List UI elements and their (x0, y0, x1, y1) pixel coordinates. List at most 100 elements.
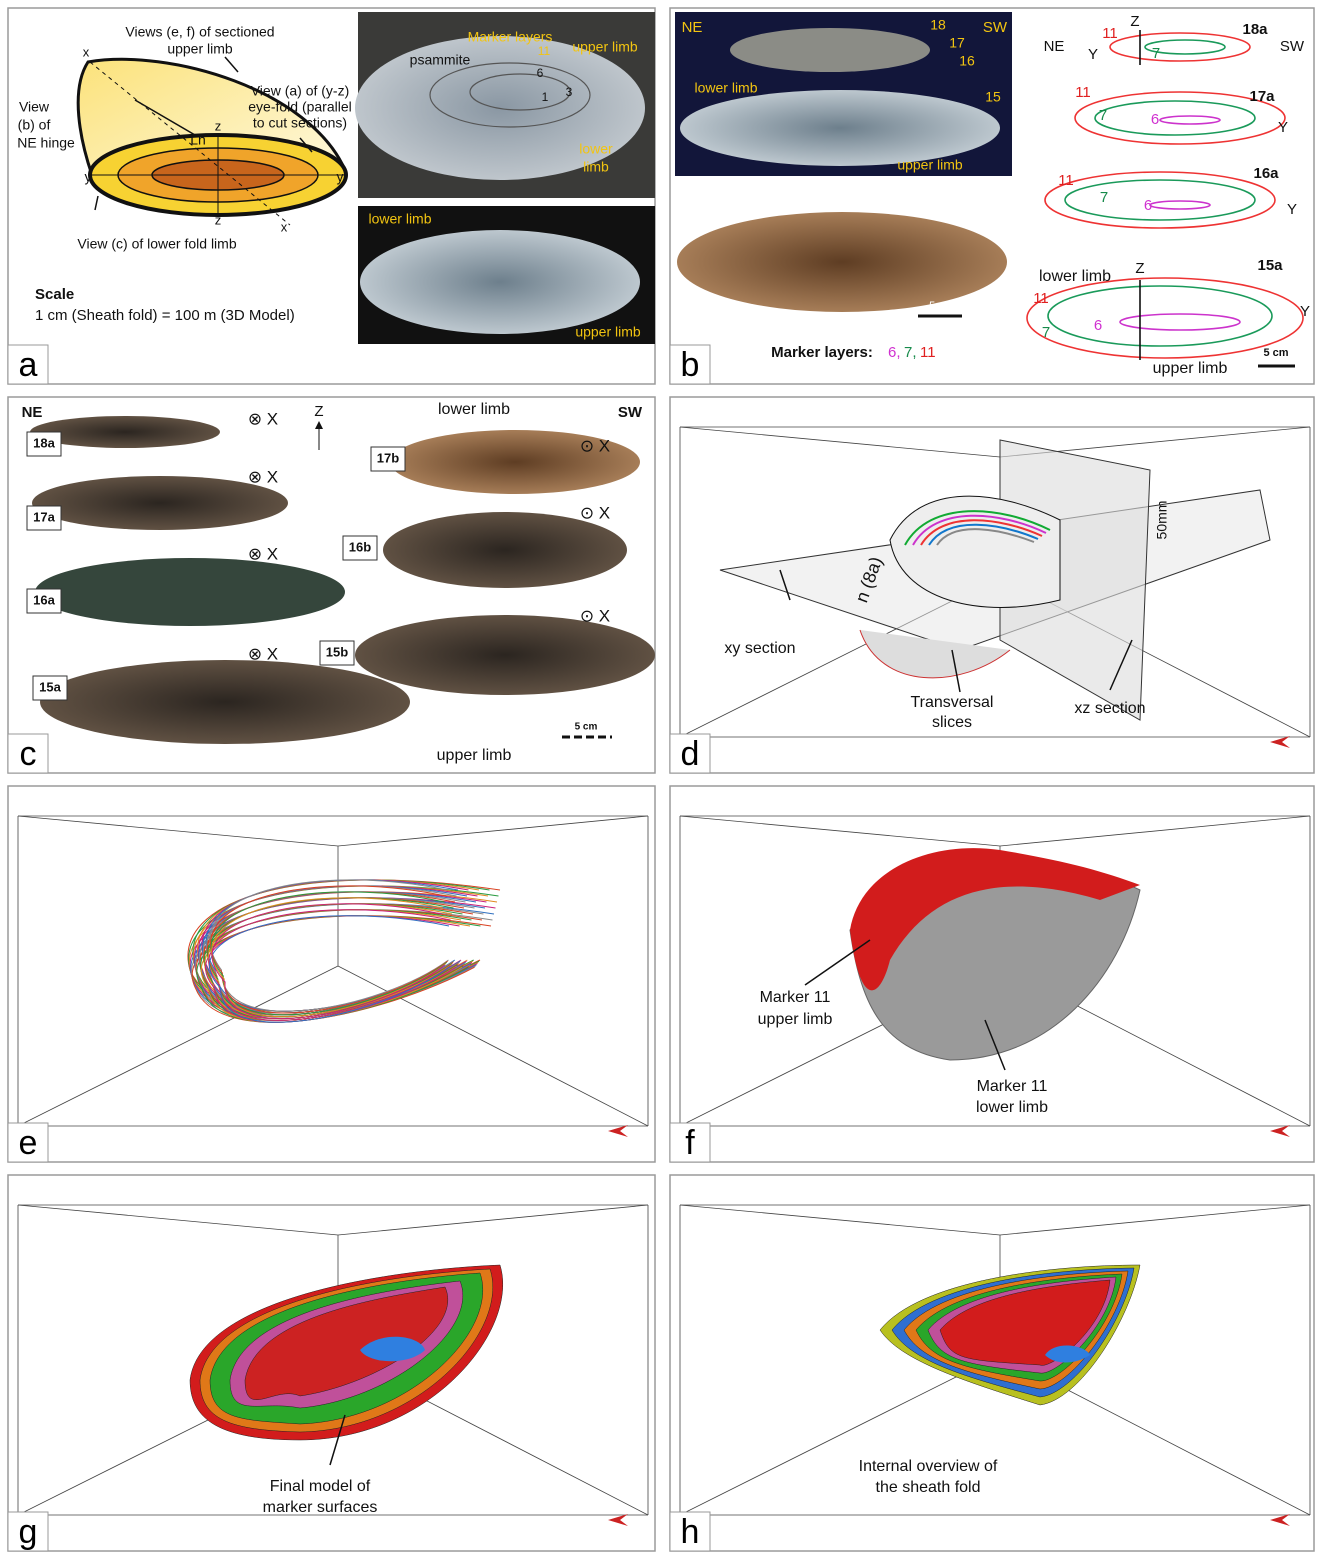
annotation: upper limb (167, 41, 233, 57)
leader (804, 939, 871, 986)
north-arrow (1270, 1514, 1290, 1526)
leader (329, 1414, 346, 1466)
annotation: 17a (1249, 88, 1275, 105)
marker-trace (209, 879, 449, 1012)
leader (1109, 639, 1133, 691)
fold-models (187, 439, 1271, 1466)
sample-box (26, 505, 62, 531)
sample-box (26, 431, 62, 457)
annotation: x (83, 44, 90, 59)
sample-box (26, 588, 62, 614)
annotation: y (85, 169, 92, 185)
sample-box (342, 535, 378, 561)
annotation: Z (1135, 260, 1144, 277)
annotation: lower (579, 141, 613, 157)
annotation: SW (618, 404, 643, 421)
annotation: 11 (920, 344, 936, 361)
letter-box (669, 1511, 711, 1552)
annotation: Y (1287, 201, 1297, 218)
annotation: x (281, 219, 288, 234)
annotation: Z (1130, 13, 1139, 30)
sample-box (370, 446, 406, 472)
annotation: 6 (1094, 317, 1102, 334)
letter-box (7, 733, 49, 774)
annotation: to cut sections) (253, 115, 347, 131)
annotation: 6, (888, 344, 901, 361)
photos (355, 12, 1012, 344)
annotation: Scale (35, 286, 74, 303)
annotation: Y (1088, 46, 1098, 63)
annotation: View (a) of (y-z) (251, 83, 350, 99)
annotation: 15a (1257, 257, 1283, 274)
panel-letter: e (19, 1124, 38, 1162)
upper-surface (850, 848, 1140, 991)
marker-trace (209, 915, 450, 1023)
annotation: eye-fold (parallel (248, 99, 352, 115)
north-arrow (1270, 1125, 1290, 1137)
annotation: Y (1278, 119, 1288, 136)
annotation: 5 cm (575, 722, 598, 733)
box-edge (679, 426, 1001, 458)
annotation: 15 (985, 89, 1001, 105)
annotation: ⊗ X (248, 644, 278, 663)
marker-surface (244, 1286, 448, 1400)
lower-slice (859, 629, 1011, 679)
annotation: 15a (39, 679, 61, 694)
annotation: limb (583, 159, 609, 175)
annotation: ⊙ X (580, 503, 610, 522)
slice-line (904, 510, 1051, 546)
annotation: SW (1280, 38, 1305, 55)
annotation: lower limb (1039, 268, 1111, 285)
annotation: xy section (724, 640, 795, 657)
annotation: slices (932, 714, 972, 731)
annotation: NE hinge (17, 135, 75, 151)
north-arrow (1270, 736, 1290, 748)
internal-surface (939, 1279, 1111, 1366)
annotation: NE (682, 19, 703, 36)
annotation: psammite (410, 52, 471, 68)
slice-line (936, 528, 1035, 546)
annotation: z (215, 118, 222, 133)
annotation: upper limb (572, 39, 638, 55)
annotation: 6 (537, 66, 544, 80)
annotation: View (19, 99, 50, 115)
annotation: 15b (326, 644, 348, 659)
leader (984, 1019, 1006, 1071)
annotation: the sheath fold (876, 1479, 981, 1496)
annotation: 1 (542, 90, 549, 104)
annotation: 7 (1100, 189, 1108, 206)
annotation: 5 cm (929, 300, 953, 312)
annotation: SW (983, 19, 1008, 36)
box-edge (679, 1204, 1001, 1236)
annotation: 11 (1058, 172, 1074, 189)
box-edge (999, 815, 1311, 847)
annotation: 18 (930, 17, 946, 33)
annotation: 18a (33, 435, 55, 450)
annotation: upper limb (1153, 360, 1228, 377)
annotation: 11 (538, 44, 551, 58)
box-edge (17, 815, 339, 847)
box-edge (17, 1204, 339, 1236)
annotation: upper limb (437, 747, 512, 764)
annotation: xz section (1074, 700, 1145, 717)
box-edge (17, 965, 339, 1127)
box-edge (337, 815, 649, 847)
letter-box (669, 1122, 711, 1163)
annotation: 17 (949, 35, 965, 51)
annotation: NE (1044, 38, 1065, 55)
panel-letter: d (681, 735, 700, 773)
sample-box (32, 675, 68, 701)
annotation: 7, (904, 344, 917, 361)
annotation: 16b (349, 539, 371, 554)
core (360, 1336, 425, 1362)
box-edge (999, 1204, 1311, 1236)
annotation: upper limb (758, 1011, 833, 1028)
annotation: 17a (33, 509, 55, 524)
annotation: 7 (1099, 107, 1107, 124)
annotation: Views (e, f) of sectioned (125, 24, 274, 40)
annotation: lower limb (438, 401, 510, 418)
marker-trace (211, 903, 446, 1019)
sheath-sketch (76, 56, 348, 226)
panel-letter: h (681, 1513, 700, 1551)
annotation: Marker 11 (760, 989, 831, 1006)
